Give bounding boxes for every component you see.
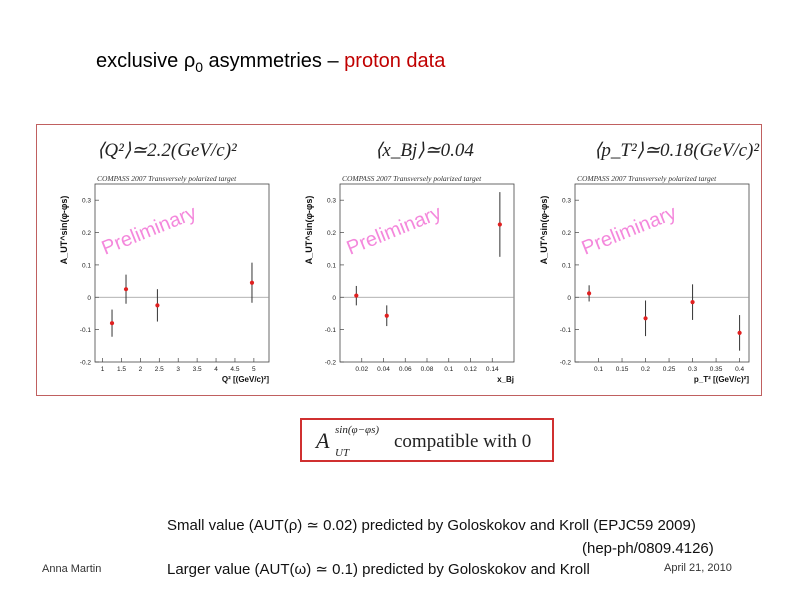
x-tick-label: 0.3 — [688, 366, 697, 373]
y-tick-label: 0.2 — [82, 230, 91, 237]
chart-pt2: COMPASS 2007 Transversely polarized targ… — [539, 174, 750, 384]
x-tick-label: 0.04 — [377, 366, 390, 373]
data-point — [497, 222, 502, 227]
mean-q2: ⟨Q²⟩≃2.2(GeV/c)² — [97, 140, 237, 161]
data-point — [155, 303, 160, 308]
x-axis-label: p_T² [(GeV/c)²] — [694, 375, 749, 384]
data-point — [249, 280, 255, 285]
compatible-text: compatible with 0 — [394, 431, 532, 452]
x-tick-label: 0.02 — [355, 366, 368, 373]
data-point — [737, 330, 742, 335]
x-tick-label: 2 — [139, 366, 143, 373]
plot-area — [574, 183, 750, 363]
plot-header: COMPASS 2007 Transversely polarized targ… — [342, 174, 482, 183]
x-axis-label: Q² [(GeV/c)²] — [222, 375, 269, 384]
y-tick-label: 0 — [332, 295, 336, 302]
x-tick-label: 0.4 — [735, 366, 744, 373]
x-tick-label: 0.35 — [710, 366, 723, 373]
title-highlight: proton data — [344, 50, 446, 72]
data-point — [384, 313, 389, 318]
y-tick-label: 0.1 — [327, 262, 336, 269]
slide-title: exclusive ρ0 asymmetries – proton data — [96, 50, 446, 75]
chart-q2: COMPASS 2007 Transversely polarized targ… — [59, 174, 270, 384]
compatible-box: A sin(φ−φs) UT compatible with 0 — [300, 418, 554, 462]
date: April 21, 2010 — [664, 562, 732, 574]
x-tick-label: 0.15 — [616, 366, 629, 373]
author: Anna Martin — [42, 563, 102, 575]
plot-area — [339, 183, 515, 363]
rho-symbol: ρ — [183, 50, 196, 72]
note-omega: Larger value (AUT(ω) ≃ 0.1) predicted by… — [167, 561, 590, 578]
x-tick-label: 1 — [101, 366, 105, 373]
y-axis-label: A_UT^sin(φ-φs) — [539, 196, 549, 265]
y-tick-label: 0 — [567, 295, 571, 302]
data-point — [690, 300, 695, 305]
y-tick-label: 0.2 — [562, 230, 571, 237]
x-tick-label: 0.12 — [464, 366, 477, 373]
data-point — [643, 316, 648, 321]
x-tick-label: 0.1 — [594, 366, 603, 373]
plots-frame: ⟨Q²⟩≃2.2(GeV/c)² ⟨x_Bj⟩≃0.04 ⟨p_T²⟩≃0.18… — [36, 124, 762, 396]
data-point — [123, 287, 129, 292]
y-tick-label: -0.1 — [80, 327, 92, 334]
mean-xbj: ⟨x_Bj⟩≃0.04 — [375, 140, 474, 161]
x-tick-label: 3.5 — [193, 366, 202, 373]
y-tick-label: 0.3 — [82, 198, 91, 205]
x-axis-label: x_Bj — [497, 375, 514, 384]
x-tick-label: 3 — [176, 366, 180, 373]
y-tick-label: 0.1 — [82, 262, 91, 269]
plot-header: COMPASS 2007 Transversely polarized targ… — [97, 174, 237, 183]
note-rho: Small value (AUT(ρ) ≃ 0.02) predicted by… — [167, 517, 696, 534]
y-axis-label: A_UT^sin(φ-φs) — [304, 196, 314, 265]
x-tick-label: 1.5 — [117, 366, 126, 373]
note-ref: (hep-ph/0809.4126) — [582, 540, 714, 557]
y-tick-label: -0.1 — [325, 327, 337, 334]
y-tick-label: 0.3 — [327, 198, 336, 205]
y-tick-label: -0.2 — [325, 360, 337, 367]
data-point — [354, 293, 359, 298]
y-tick-label: -0.2 — [560, 360, 572, 367]
y-tick-label: -0.1 — [560, 327, 572, 334]
x-tick-label: 0.2 — [641, 366, 650, 373]
x-tick-label: 5 — [252, 366, 256, 373]
y-tick-label: 0 — [87, 295, 91, 302]
plot-area — [94, 183, 270, 363]
data-point — [587, 291, 592, 296]
y-tick-label: 0.3 — [562, 198, 571, 205]
data-point — [109, 321, 115, 326]
x-tick-label: 2.5 — [155, 366, 164, 373]
x-tick-label: 0.1 — [444, 366, 453, 373]
mean-pt2: ⟨p_T²⟩≃0.18(GeV/c)² — [594, 140, 760, 161]
y-tick-label: -0.2 — [80, 360, 92, 367]
plot-header: COMPASS 2007 Transversely polarized targ… — [577, 174, 717, 183]
y-tick-label: 0.2 — [327, 230, 336, 237]
x-tick-label: 4 — [214, 366, 218, 373]
x-tick-label: 0.25 — [663, 366, 676, 373]
x-tick-label: 0.14 — [486, 366, 499, 373]
x-tick-label: 4.5 — [230, 366, 239, 373]
y-tick-label: 0.1 — [562, 262, 571, 269]
chart-xbj: COMPASS 2007 Transversely polarized targ… — [304, 174, 515, 384]
y-axis-label: A_UT^sin(φ-φs) — [59, 196, 69, 265]
x-tick-label: 0.06 — [399, 366, 412, 373]
x-tick-label: 0.08 — [421, 366, 434, 373]
